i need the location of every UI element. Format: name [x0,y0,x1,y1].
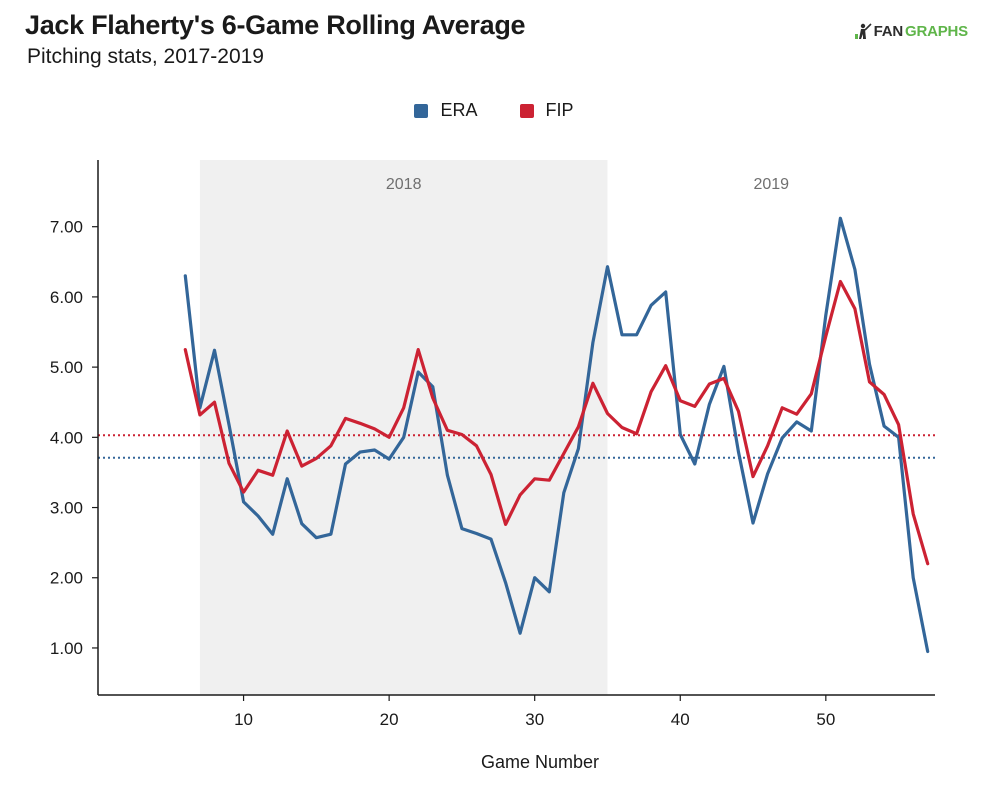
series-line-era [183,216,930,654]
axes: 1.00 2.00 3.00 4.00 5.00 6.00 7.00 10 20 30 40 50 [50,160,935,729]
legend-label-era: ERA [440,100,478,120]
x-tick-label: 40 [671,710,690,729]
brand-suffix: GRAPHS [905,22,968,40]
chart-title: Jack Flaherty's 6-Game Rolling Average [25,10,526,40]
x-tick-label: 30 [525,710,544,729]
x-tick-label: 20 [380,710,399,729]
legend-swatch-era [414,103,429,118]
series-lines [183,216,930,654]
season-bands: 2018 2019 [199,160,789,695]
legend-swatch-fip [519,103,534,118]
x-tick-label: 50 [816,710,835,729]
x-axis-label: Game Number [481,752,599,772]
y-tick-label: 2.00 [50,569,83,588]
chart-subtitle: Pitching stats, 2017-2019 [27,45,264,68]
legend-item-fip: FIP [519,100,574,121]
y-tick-label: 3.00 [50,499,83,518]
legend-item-era: ERA [414,100,478,121]
y-tick-label: 6.00 [50,288,83,307]
y-tick-label: 5.00 [50,358,83,377]
fangraphs-logo: FAN GRAPHS [854,22,968,40]
y-tick-label: 4.00 [50,428,83,447]
y-tick-label: 1.00 [50,639,83,658]
season-band-2018 [199,160,608,695]
chart-legend: ERA FIP [0,100,988,121]
y-tick-label: 7.00 [50,218,83,237]
series-line-fip [183,279,930,566]
x-tick-label: 10 [234,710,253,729]
brand-prefix: FAN [873,22,904,40]
season-band-label: 2019 [753,176,789,193]
batter-icon [854,23,872,39]
legend-label-fip: FIP [545,100,574,120]
season-band-label: 2018 [386,176,422,193]
